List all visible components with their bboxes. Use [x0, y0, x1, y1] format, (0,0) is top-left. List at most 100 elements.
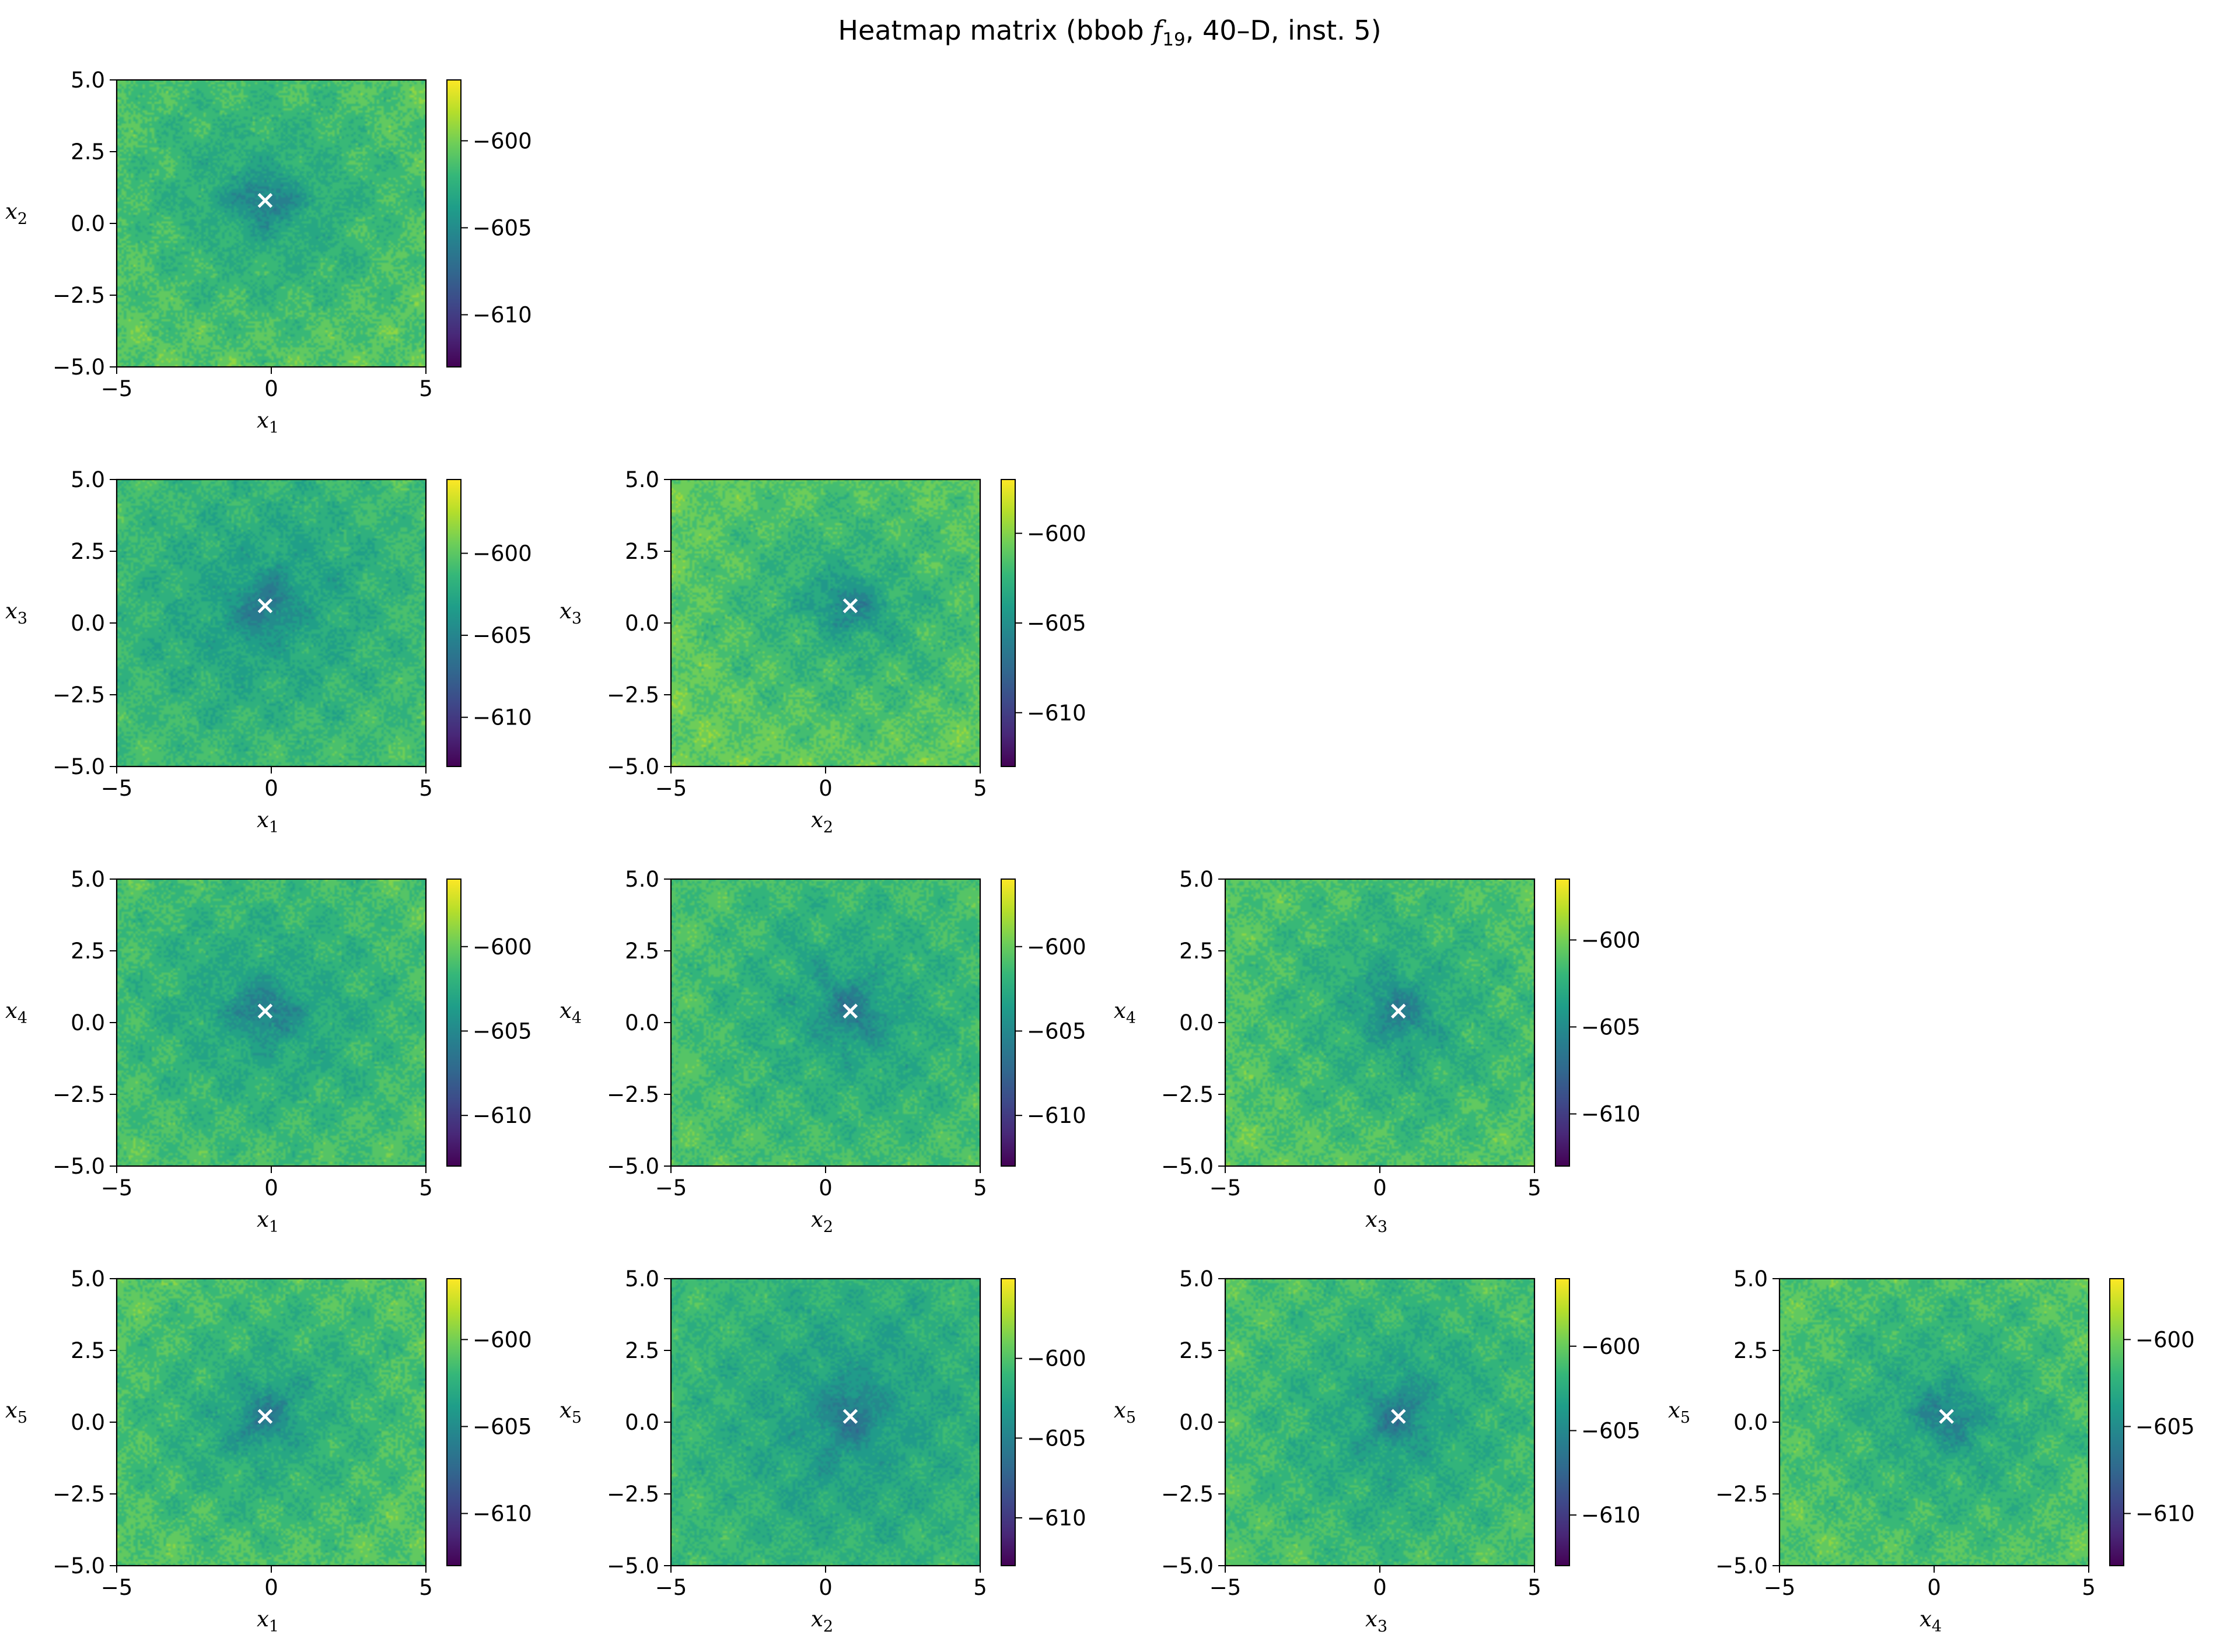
heatmap-panel: −5 0 5 5.0 2.5 0.0 −2.5 −5.0 x1 x3 −600 −605 −610: [5, 467, 532, 836]
colorbar-tick-label: −605: [2135, 1414, 2195, 1439]
y-tick-label: −5.0: [1715, 1553, 1768, 1578]
colorbar-gradient: [1001, 878, 1016, 1167]
colorbar-gradient: [446, 1278, 462, 1566]
x-tick-label: 5: [973, 1175, 987, 1200]
y-tick-label: −2.5: [1715, 1482, 1768, 1507]
y-tick-label: −2.5: [53, 1482, 105, 1507]
colorbar: −600 −605 −610: [2109, 1278, 2195, 1566]
x-axis-label: x2: [811, 1606, 833, 1636]
heatmap-panel: −5 0 5 5.0 2.5 0.0 −2.5 −5.0 x1 x4 −600 −605 −610: [5, 867, 532, 1236]
colorbar-gradient: [446, 79, 462, 368]
colorbar-tick-label: −600: [1027, 521, 1086, 546]
y-tick-label: 2.5: [1733, 1338, 1768, 1363]
x-tick-label: 0: [819, 776, 833, 801]
y-tick-label: −5.0: [607, 1154, 659, 1179]
optimum-marker: [257, 192, 273, 208]
colorbar-gradient: [1555, 1278, 1570, 1566]
colorbar-gradient: [1555, 878, 1570, 1167]
y-tick-label: 2.5: [71, 939, 105, 964]
y-tick-label: 0.0: [71, 211, 105, 236]
colorbar-gradient: [446, 479, 462, 767]
y-tick-label: −2.5: [53, 283, 105, 308]
heatmap-panel: −5 0 5 5.0 2.5 0.0 −2.5 −5.0 x3 x4 −600 −605 −610: [1114, 867, 1641, 1236]
heatmap-field: [117, 480, 426, 766]
optimum-marker: [842, 1409, 858, 1424]
x-axis-label: x2: [811, 1207, 833, 1236]
colorbar: −600 −605 −610: [446, 878, 532, 1167]
x-tick-label: 0: [264, 1575, 278, 1600]
colorbar-tick-label: −600: [473, 541, 532, 566]
x-axis-label: x1: [257, 807, 279, 836]
x-axis-label: x2: [811, 807, 833, 836]
heatmap-field: [671, 879, 980, 1166]
x-axis-label: x1: [257, 408, 279, 437]
y-tick-label: 2.5: [1179, 1338, 1214, 1363]
y-tick-label: −2.5: [53, 1082, 105, 1107]
colorbar-tick-label: −610: [473, 705, 532, 730]
colorbar-tick-label: −610: [1581, 1102, 1641, 1127]
colorbar-tick-label: −605: [1027, 1426, 1086, 1451]
colorbar: −600 −605 −610: [1001, 479, 1086, 767]
x-tick-label: 5: [419, 1175, 433, 1200]
y-tick-label: 0.0: [71, 1010, 105, 1035]
heatmap-field: [117, 80, 426, 367]
y-axis-label: x3: [5, 598, 27, 628]
x-axis-label: x1: [257, 1606, 279, 1636]
x-tick-label: −5: [101, 776, 133, 801]
y-tick-label: 2.5: [71, 539, 105, 564]
colorbar: −600 −605 −610: [446, 1278, 532, 1566]
colorbar-tick-label: −605: [473, 215, 532, 240]
y-tick-label: −5.0: [53, 1553, 105, 1578]
y-tick-label: −5.0: [53, 355, 105, 380]
optimum-marker: [842, 1003, 858, 1019]
x-tick-label: 5: [419, 1575, 433, 1600]
colorbar-tick-label: −610: [1581, 1503, 1641, 1528]
heatmap-field: [1780, 1279, 2089, 1566]
heatmap-panel: −5 0 5 5.0 2.5 0.0 −2.5 −5.0 x2 x3 −600 −605 −610: [560, 467, 1086, 836]
x-axis-label: x4: [1920, 1606, 1942, 1636]
heatmap-field: [671, 1279, 980, 1566]
y-axis-label: x3: [560, 598, 582, 628]
heatmap-field: [1225, 879, 1534, 1166]
heatmap-field: [1225, 1279, 1534, 1566]
colorbar-tick-label: −610: [1027, 1103, 1086, 1128]
colorbar-gradient: [1001, 479, 1016, 767]
colorbar-tick-label: −605: [1581, 1014, 1641, 1040]
colorbar: −600 −605 −610: [1001, 878, 1086, 1167]
x-tick-label: −5: [655, 1575, 687, 1600]
heatmap-panel: −5 0 5 5.0 2.5 0.0 −2.5 −5.0 x1 x2 −600 −605 −610: [5, 68, 532, 437]
colorbar-tick-label: −600: [1581, 928, 1641, 953]
optimum-marker: [1391, 1003, 1406, 1019]
optimum-marker: [842, 598, 858, 614]
x-tick-label: 0: [1927, 1575, 1941, 1600]
y-tick-label: 5.0: [625, 867, 659, 892]
y-tick-label: 0.0: [1179, 1010, 1214, 1035]
y-tick-label: 0.0: [1733, 1410, 1768, 1435]
y-tick-label: 5.0: [71, 467, 105, 492]
heatmap-panel: −5 0 5 5.0 2.5 0.0 −2.5 −5.0 x3 x5 −600 −605 −610: [1114, 1266, 1641, 1636]
colorbar-tick-label: −610: [1027, 1506, 1086, 1531]
figure-title: Heatmap matrix (bbob f19, 40–D, inst. 5): [838, 15, 1381, 50]
y-tick-label: 0.0: [625, 611, 659, 636]
colorbar-tick-label: −600: [1027, 935, 1086, 960]
heatmap-field: [671, 480, 980, 766]
y-tick-label: −5.0: [53, 754, 105, 779]
colorbar-tick-label: −610: [2135, 1502, 2195, 1527]
x-tick-label: 5: [2082, 1575, 2096, 1600]
x-tick-label: −5: [655, 1175, 687, 1200]
y-tick-label: 2.5: [71, 139, 105, 164]
colorbar: −600 −605 −610: [446, 79, 532, 368]
y-tick-label: 2.5: [625, 939, 659, 964]
colorbar: −600 −605 −610: [446, 479, 532, 767]
y-tick-label: −2.5: [607, 1082, 659, 1107]
y-tick-label: 5.0: [71, 68, 105, 93]
colorbar-tick-label: −610: [473, 303, 532, 328]
y-tick-label: 5.0: [71, 1266, 105, 1292]
colorbar-tick-label: −605: [473, 1414, 532, 1439]
y-tick-label: −2.5: [53, 682, 105, 708]
y-tick-label: 2.5: [71, 1338, 105, 1363]
colorbar-tick-label: −605: [1027, 611, 1086, 636]
y-tick-label: 5.0: [1179, 1266, 1214, 1292]
